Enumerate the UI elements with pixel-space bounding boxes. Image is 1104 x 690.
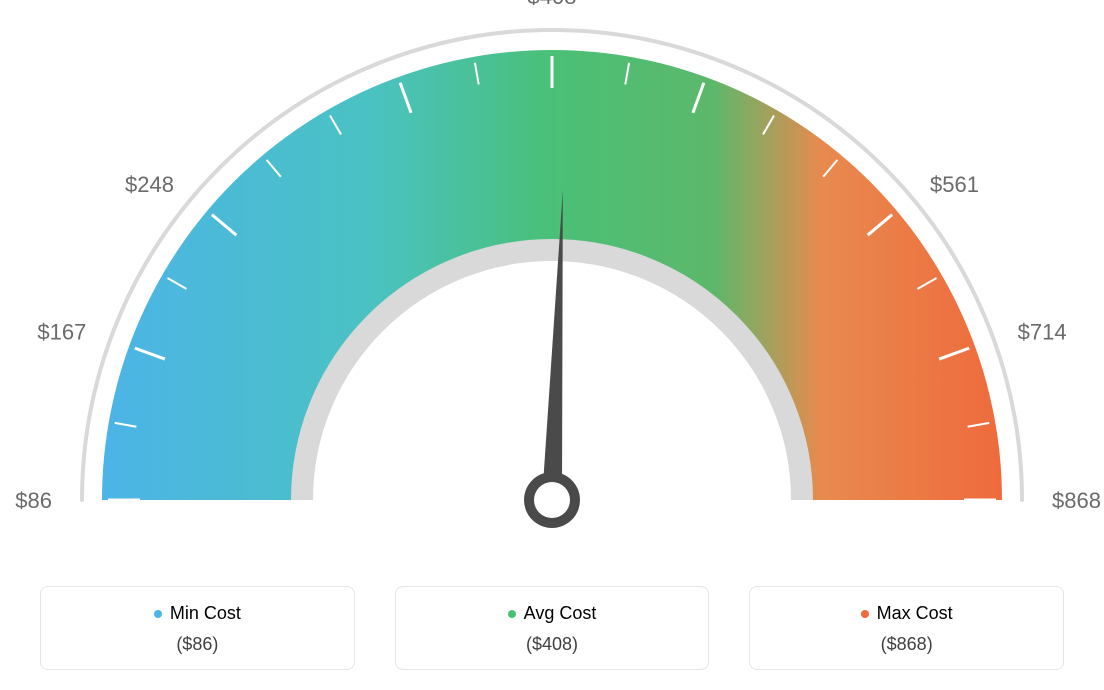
- gauge-svg: $86 $167 $248 $408 $561 $714 $868: [0, 0, 1104, 560]
- gauge-area: $86 $167 $248 $408 $561 $714 $868: [0, 0, 1104, 560]
- svg-text:$714: $714: [1018, 319, 1067, 344]
- legend-card-max: Max Cost ($868): [749, 586, 1064, 670]
- legend-title-min: Min Cost: [154, 603, 241, 624]
- dot-avg: [508, 610, 516, 618]
- legend-card-min: Min Cost ($86): [40, 586, 355, 670]
- legend-value-max: ($868): [758, 634, 1055, 655]
- svg-text:$868: $868: [1052, 488, 1101, 513]
- legend-title-avg-text: Avg Cost: [524, 603, 597, 624]
- svg-text:$408: $408: [528, 0, 577, 9]
- gauge-chart-container: $86 $167 $248 $408 $561 $714 $868 Min Cost ($8…: [0, 0, 1104, 690]
- legend-row: Min Cost ($86) Avg Cost ($408) Max Cost …: [0, 586, 1104, 670]
- svg-text:$167: $167: [37, 319, 86, 344]
- svg-text:$248: $248: [125, 172, 174, 197]
- legend-value-min: ($86): [49, 634, 346, 655]
- legend-title-min-text: Min Cost: [170, 603, 241, 624]
- svg-text:$561: $561: [930, 172, 979, 197]
- dot-min: [154, 610, 162, 618]
- legend-value-avg: ($408): [404, 634, 701, 655]
- legend-title-avg: Avg Cost: [508, 603, 597, 624]
- svg-text:$86: $86: [15, 488, 52, 513]
- dot-max: [861, 610, 869, 618]
- legend-title-max-text: Max Cost: [877, 603, 953, 624]
- legend-card-avg: Avg Cost ($408): [395, 586, 710, 670]
- legend-title-max: Max Cost: [861, 603, 953, 624]
